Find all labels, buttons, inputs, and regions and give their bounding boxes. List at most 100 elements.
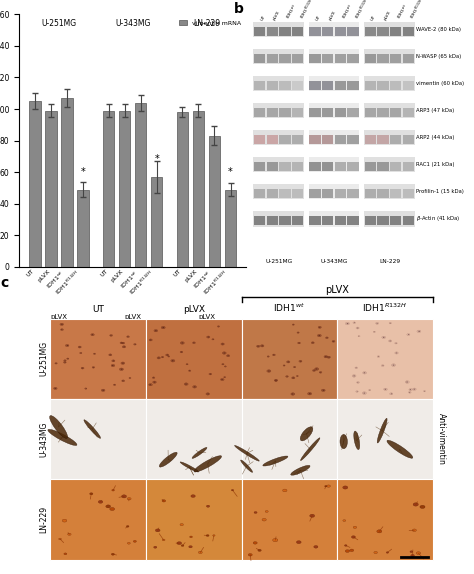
Circle shape — [274, 380, 277, 381]
Circle shape — [64, 360, 66, 361]
Ellipse shape — [241, 460, 253, 472]
Bar — [50, 399, 146, 479]
Circle shape — [382, 336, 386, 339]
Circle shape — [80, 352, 82, 354]
Text: IDH1$^{wt}$: IDH1$^{wt}$ — [396, 2, 411, 21]
Ellipse shape — [84, 420, 100, 439]
Circle shape — [352, 375, 356, 377]
Circle shape — [55, 363, 57, 364]
Circle shape — [223, 352, 225, 354]
Circle shape — [154, 329, 158, 332]
Circle shape — [93, 353, 96, 355]
Bar — [322, 135, 333, 145]
Circle shape — [91, 333, 94, 336]
Circle shape — [222, 352, 226, 354]
Circle shape — [410, 551, 413, 553]
Circle shape — [171, 359, 175, 362]
Bar — [364, 157, 415, 172]
Bar — [335, 135, 346, 145]
Text: IDH1$^{R132H}$: IDH1$^{R132H}$ — [353, 0, 373, 21]
Bar — [309, 49, 359, 64]
Circle shape — [213, 339, 214, 340]
Text: c: c — [0, 276, 9, 289]
Circle shape — [356, 367, 357, 368]
Circle shape — [346, 323, 348, 324]
Ellipse shape — [340, 435, 347, 449]
Circle shape — [67, 345, 68, 346]
Text: b: b — [234, 2, 244, 15]
Bar — [347, 162, 359, 172]
Circle shape — [274, 379, 278, 381]
Circle shape — [206, 393, 210, 395]
Circle shape — [123, 346, 125, 347]
Bar — [254, 135, 265, 145]
Circle shape — [390, 323, 391, 324]
Text: U-251MG: U-251MG — [265, 259, 292, 265]
Circle shape — [193, 342, 194, 343]
Text: U-343MG: U-343MG — [39, 421, 48, 457]
Circle shape — [155, 330, 157, 331]
Circle shape — [396, 352, 397, 354]
Text: U-251MG: U-251MG — [41, 19, 76, 28]
Bar — [279, 189, 291, 199]
Circle shape — [293, 366, 296, 368]
Circle shape — [374, 552, 377, 553]
Text: *: * — [228, 167, 233, 177]
Bar — [310, 108, 321, 118]
Circle shape — [224, 366, 227, 367]
Text: UT: UT — [371, 14, 377, 21]
Bar — [365, 135, 376, 145]
Circle shape — [410, 389, 411, 390]
Bar — [225, 189, 236, 267]
Bar — [292, 162, 303, 172]
Circle shape — [161, 356, 164, 358]
Circle shape — [268, 370, 270, 371]
Bar — [61, 98, 73, 267]
Circle shape — [122, 363, 124, 364]
Circle shape — [110, 335, 112, 336]
Circle shape — [257, 346, 259, 347]
Circle shape — [353, 322, 356, 324]
Circle shape — [308, 393, 312, 395]
Bar — [292, 108, 303, 118]
Bar — [310, 81, 321, 90]
Text: IDH1$^{R132H}$: IDH1$^{R132H}$ — [409, 0, 428, 21]
Bar — [267, 81, 278, 90]
Circle shape — [423, 390, 426, 392]
Bar — [322, 162, 333, 172]
Circle shape — [134, 343, 136, 345]
Bar — [337, 399, 433, 479]
Bar — [309, 211, 359, 227]
Bar — [242, 479, 337, 560]
Circle shape — [267, 356, 269, 357]
Text: pLVX: pLVX — [273, 10, 281, 21]
Text: U-343MG: U-343MG — [115, 19, 150, 28]
Bar — [279, 27, 291, 36]
Circle shape — [407, 333, 410, 336]
Circle shape — [396, 343, 397, 344]
Circle shape — [254, 511, 257, 514]
Circle shape — [356, 391, 358, 392]
Bar — [267, 27, 278, 36]
Circle shape — [411, 554, 414, 557]
Circle shape — [390, 393, 393, 395]
Circle shape — [55, 363, 56, 364]
Ellipse shape — [48, 429, 77, 445]
Text: N-WASP (65 kDa): N-WASP (65 kDa) — [416, 55, 461, 59]
Bar — [146, 479, 242, 560]
Text: pLVX: pLVX — [328, 10, 337, 21]
Circle shape — [273, 354, 275, 356]
Bar — [267, 135, 278, 145]
Circle shape — [98, 501, 103, 503]
Circle shape — [180, 342, 184, 344]
Circle shape — [283, 365, 285, 366]
Circle shape — [345, 550, 350, 552]
Text: LN-229: LN-229 — [193, 19, 220, 28]
Circle shape — [312, 342, 314, 343]
Bar — [377, 81, 389, 90]
Bar — [365, 189, 376, 199]
Bar — [403, 216, 414, 226]
Circle shape — [209, 373, 212, 375]
Circle shape — [61, 324, 63, 325]
Bar — [390, 27, 401, 36]
